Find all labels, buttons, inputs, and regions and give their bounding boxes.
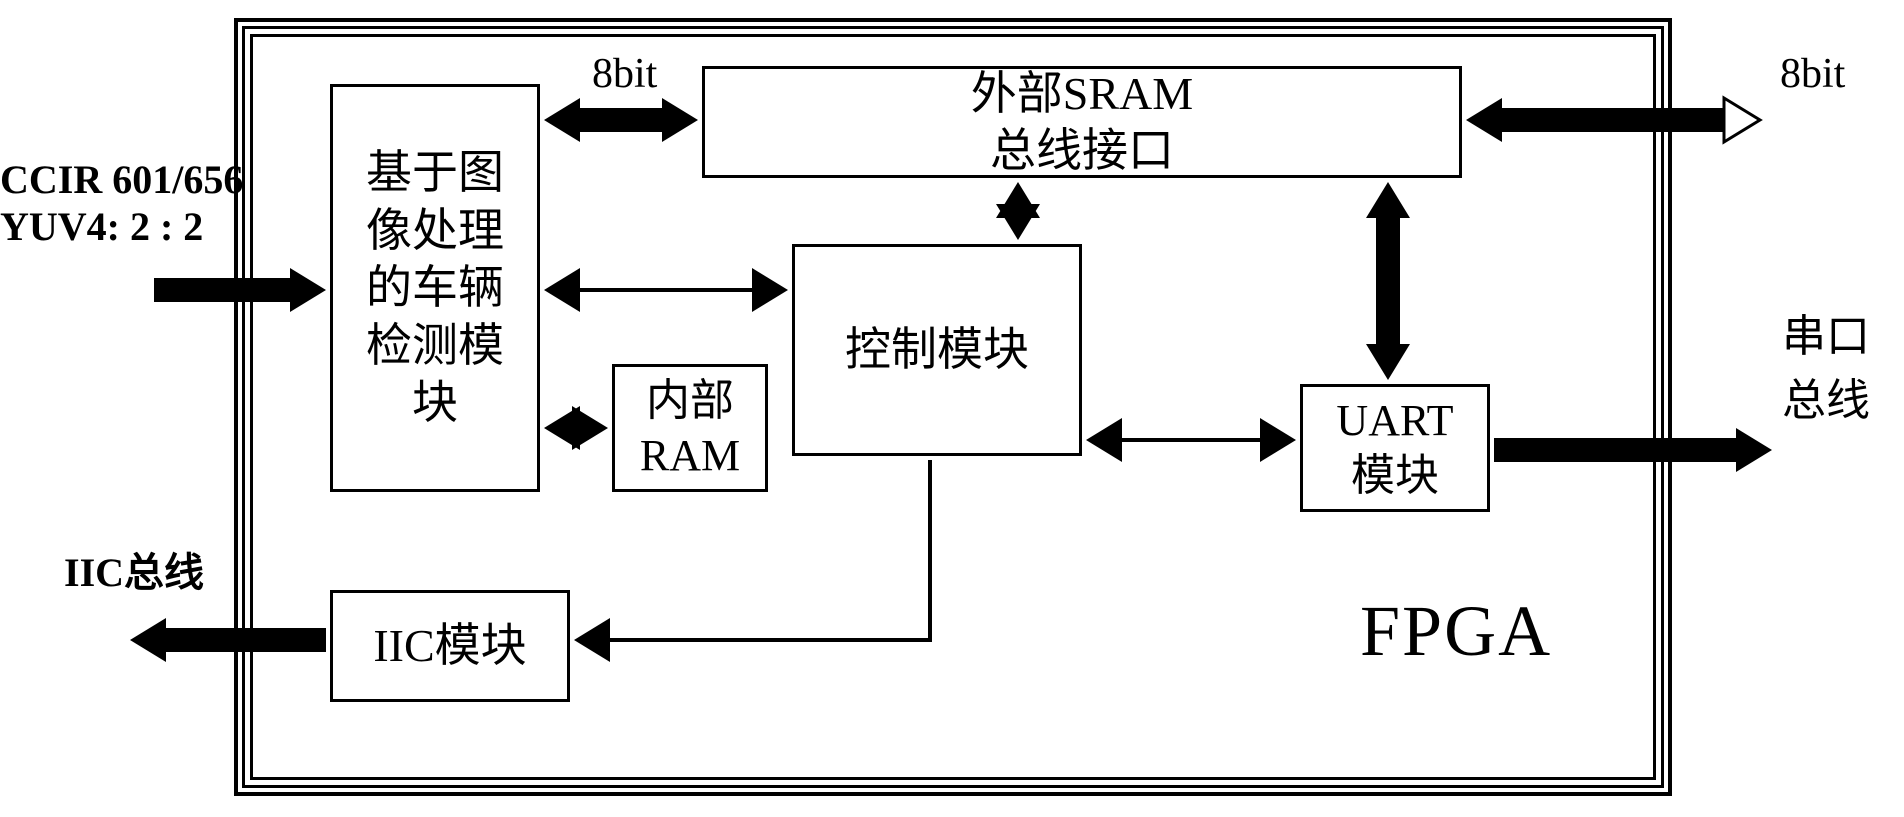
iic-module-block: IIC模块: [330, 590, 570, 702]
iic-bus-label: IIC总线: [64, 540, 204, 598]
fpga-label: FPGA: [1360, 590, 1552, 673]
8bit-left-label: 8bit: [592, 50, 657, 98]
internal-ram-label: 内部RAM: [640, 373, 740, 483]
sram-interface-block: 外部SRAM总线接口: [702, 66, 1462, 178]
diagram-canvas: 基于图像处理的车辆检测模块 外部SRAM总线接口 控制模块 内部RAM UART…: [0, 0, 1904, 817]
control-module-label: 控制模块: [845, 321, 1029, 379]
iic-module-label: IIC模块: [373, 617, 526, 675]
uart-module-label: UART模块: [1336, 393, 1453, 503]
ccir-input-label: CCIR 601/656YUV4: 2 : 2: [0, 156, 243, 250]
sram-interface-label: 外部SRAM总线接口: [971, 65, 1193, 180]
vehicle-detection-block: 基于图像处理的车辆检测模块: [330, 84, 540, 492]
internal-ram-block: 内部RAM: [612, 364, 768, 492]
8bit-right-label: 8bit: [1780, 50, 1845, 98]
uart-module-block: UART模块: [1300, 384, 1490, 512]
vehicle-detection-label: 基于图像处理的车辆检测模块: [366, 144, 504, 432]
serial-bus-label: 串口总线: [1782, 300, 1870, 428]
control-module-block: 控制模块: [792, 244, 1082, 456]
